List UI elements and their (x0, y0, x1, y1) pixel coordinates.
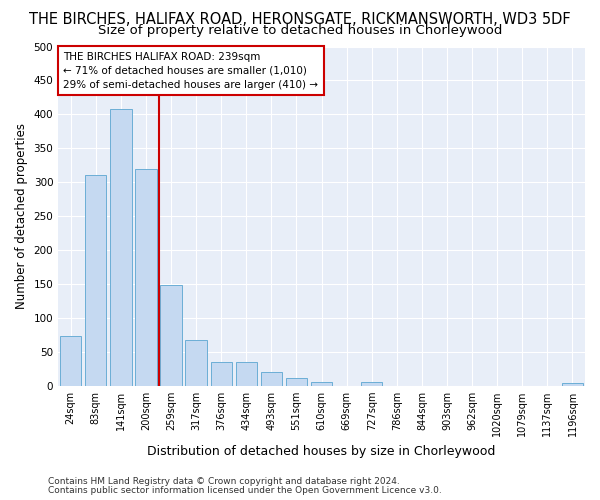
Bar (110, 109, 131, 386)
Bar (136, 168, 157, 386)
Bar (261, 372, 282, 386)
Text: THE BIRCHES HALIFAX ROAD: 239sqm
← 71% of detached houses are smaller (1,010)
29: THE BIRCHES HALIFAX ROAD: 239sqm ← 71% o… (64, 52, 319, 90)
X-axis label: Distribution of detached houses by size in Chorleywood: Distribution of detached houses by size … (148, 444, 496, 458)
Bar (85, 176, 106, 386)
Bar (311, 382, 332, 386)
Bar (60, 336, 82, 386)
Bar (211, 362, 232, 386)
Bar (185, 340, 207, 386)
Text: THE BIRCHES, HALIFAX ROAD, HERONSGATE, RICKMANSWORTH, WD3 5DF: THE BIRCHES, HALIFAX ROAD, HERONSGATE, R… (29, 12, 571, 28)
Bar (286, 378, 307, 386)
Bar (361, 382, 382, 386)
Y-axis label: Number of detached properties: Number of detached properties (15, 123, 28, 309)
Text: Size of property relative to detached houses in Chorleywood: Size of property relative to detached ho… (98, 24, 502, 37)
Bar (160, 286, 182, 386)
Text: Contains public sector information licensed under the Open Government Licence v3: Contains public sector information licen… (48, 486, 442, 495)
Text: Contains HM Land Registry data © Crown copyright and database right 2024.: Contains HM Land Registry data © Crown c… (48, 477, 400, 486)
Bar (562, 383, 583, 386)
Bar (236, 362, 257, 386)
